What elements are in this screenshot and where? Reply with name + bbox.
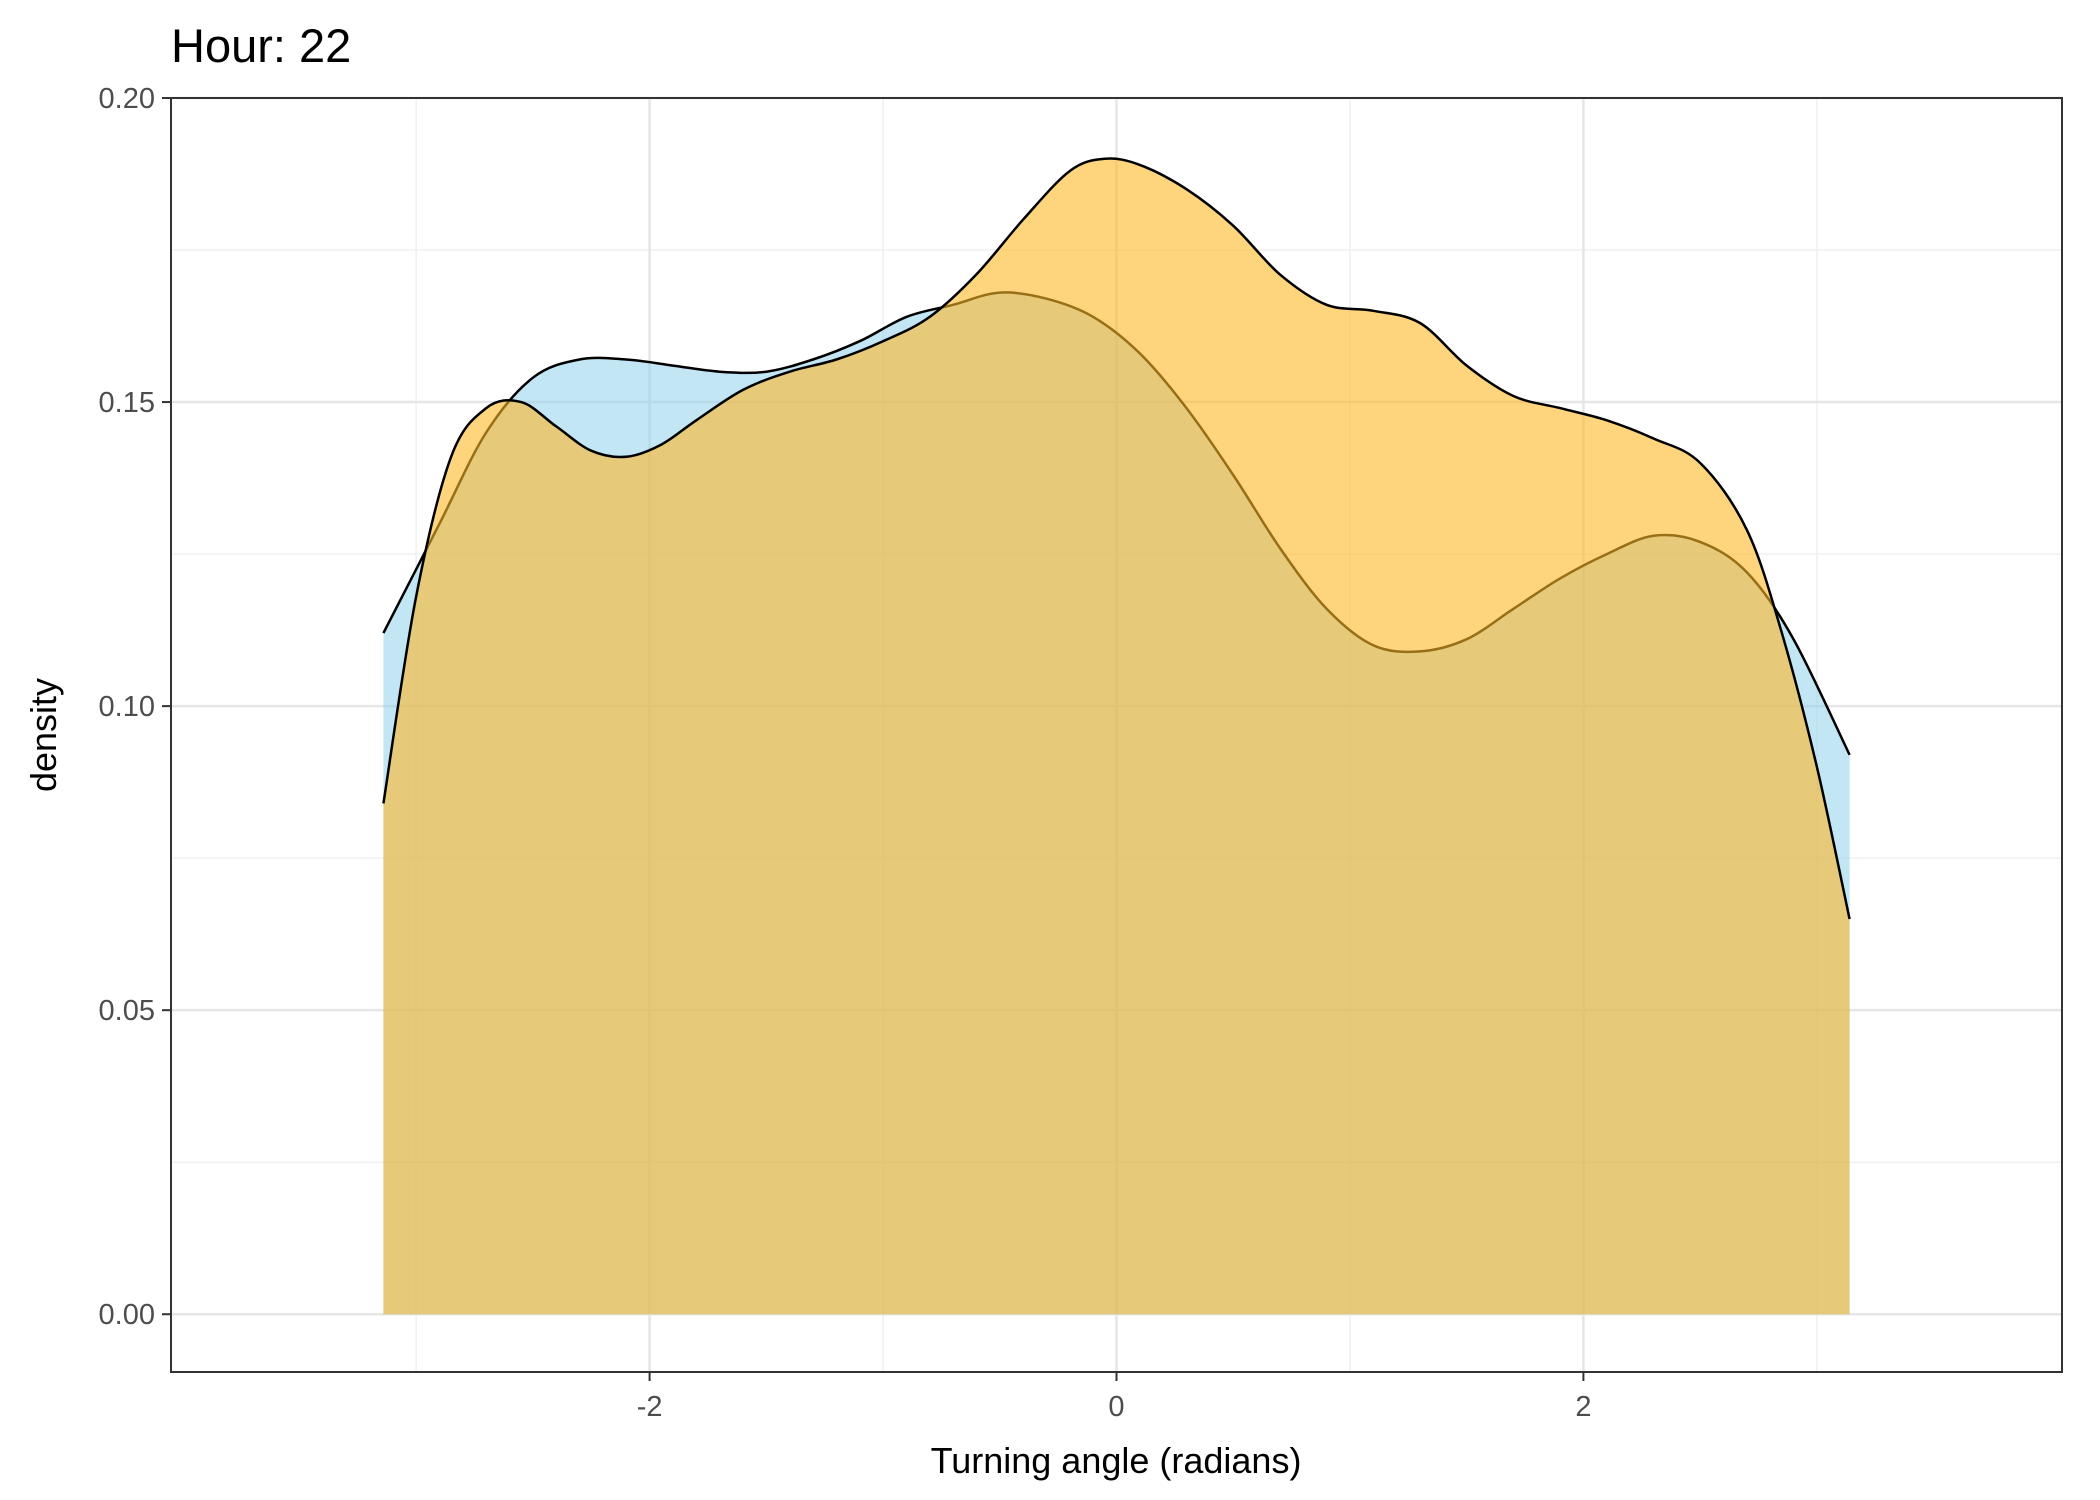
density-series	[382, 157, 1851, 1315]
y-tick-label: 0.15	[99, 387, 155, 419]
density-curve-2	[382, 157, 1851, 920]
y-axis-title: density	[23, 678, 64, 792]
y-tick-label: 0.10	[99, 691, 155, 723]
axis-ticks: -2 0 2 0.00 0.05 0.10 0.15 0.20	[99, 83, 1592, 1423]
density-area-2	[383, 158, 1850, 1315]
y-tick-label: 0.05	[99, 995, 155, 1027]
x-tick-label: 2	[1575, 1391, 1591, 1423]
x-tick-label: 0	[1108, 1391, 1124, 1423]
y-tick-label: 0.00	[99, 1299, 155, 1331]
x-axis-title: Turning angle (radians)	[931, 1440, 1302, 1481]
chart-title: Hour: 22	[171, 19, 351, 72]
x-tick-label: -2	[637, 1391, 663, 1423]
y-tick-label: 0.20	[99, 83, 155, 115]
